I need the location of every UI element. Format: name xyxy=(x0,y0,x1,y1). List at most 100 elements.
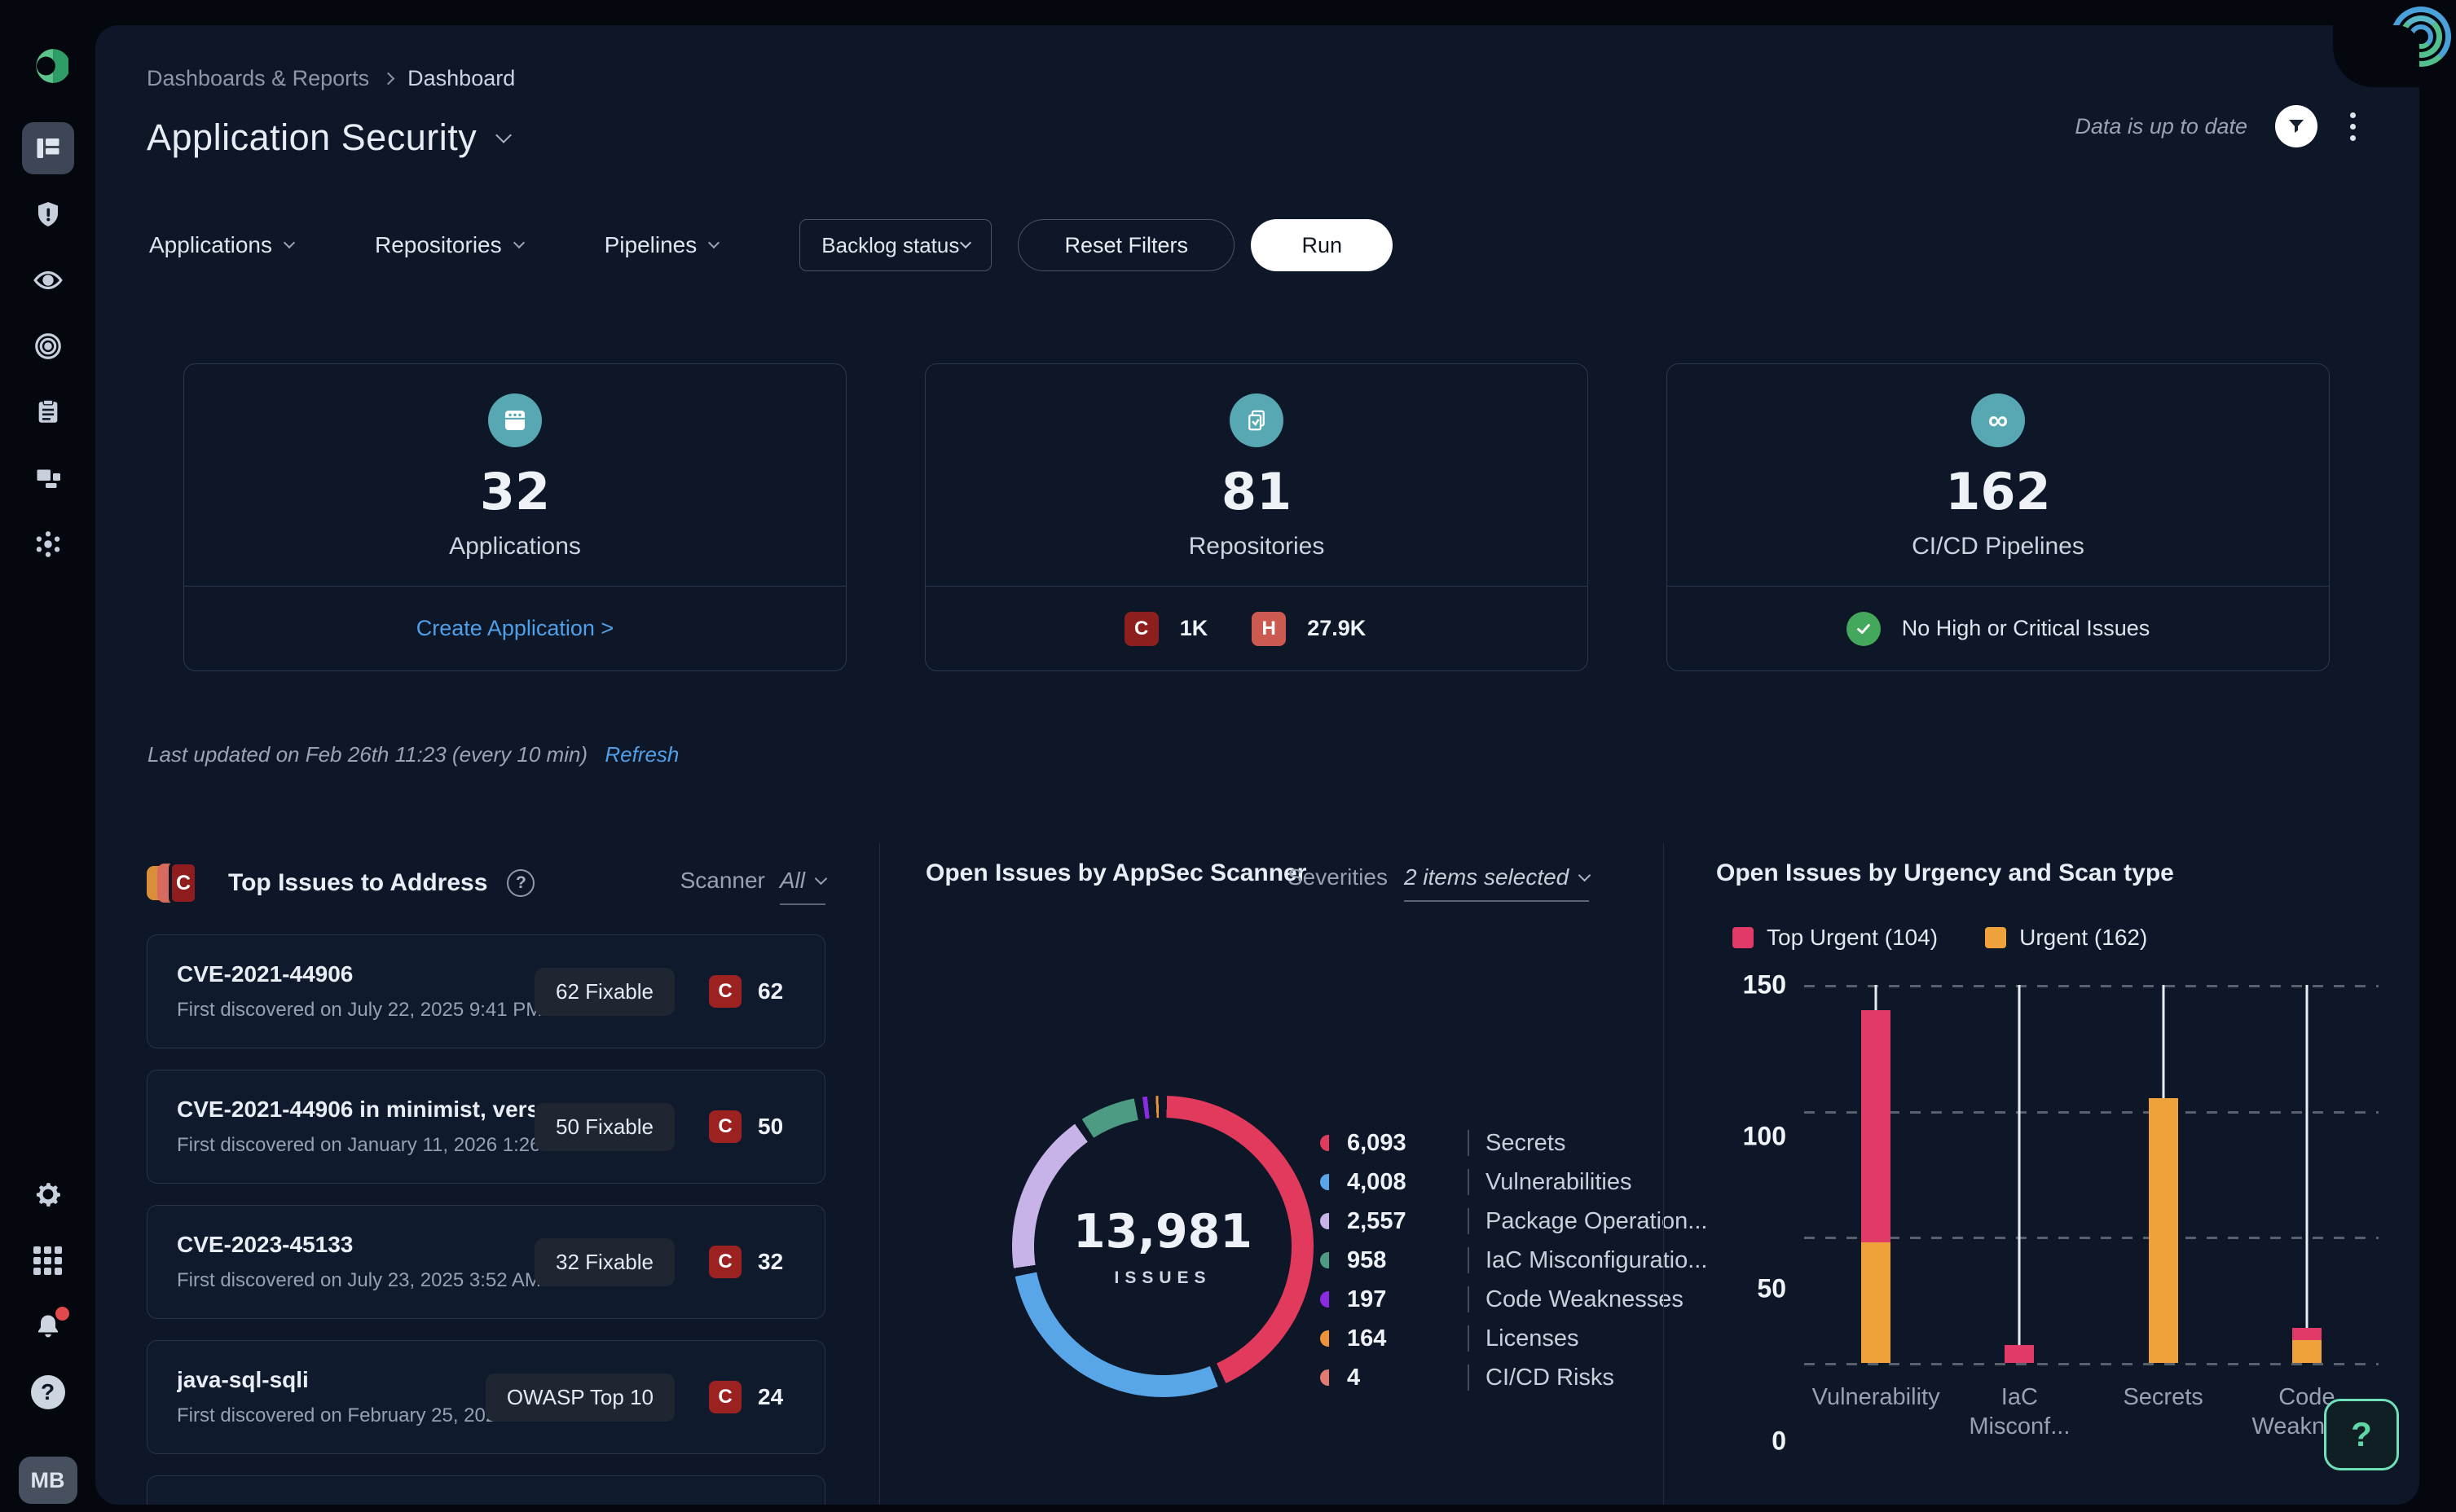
filter-button[interactable] xyxy=(2275,105,2317,147)
critical-count: 1K xyxy=(1179,616,1208,640)
help-tooltip-icon[interactable]: ? xyxy=(507,869,535,897)
refresh-link[interactable]: Refresh xyxy=(605,742,680,767)
legend-item[interactable]: 4,008 Vulnerabilities xyxy=(1320,1163,1707,1202)
gear-icon xyxy=(36,1183,60,1207)
applications-count: 32 xyxy=(479,462,551,521)
breadcrumb: Dashboards & Reports Dashboard xyxy=(147,66,515,91)
page-title: Application Security xyxy=(147,116,478,158)
donut-chart[interactable]: 13,981 ISSUES xyxy=(1012,1096,1314,1397)
sidebar-item-notifications[interactable] xyxy=(22,1300,74,1352)
checkmarx-logo[interactable] xyxy=(28,46,68,86)
sidebar-item-apps[interactable] xyxy=(22,1234,74,1286)
hive-star-icon xyxy=(36,531,59,557)
bar-iac-misconfiguration[interactable] xyxy=(1948,985,2091,1363)
dashboard-icon xyxy=(37,138,59,158)
severity-badge: C xyxy=(709,1110,742,1143)
sidebar-item-dashboards[interactable] xyxy=(21,122,74,174)
pipelines-filter-dropdown[interactable]: Pipelines xyxy=(605,232,720,258)
breadcrumb-current: Dashboard xyxy=(407,66,516,90)
sidebar-item-observability[interactable] xyxy=(22,254,74,306)
chevron-right-icon xyxy=(381,72,395,86)
breadcrumb-parent[interactable]: Dashboards & Reports xyxy=(147,66,370,90)
x-label: IaC Misconf... xyxy=(1969,1384,2071,1440)
last-updated-text: Last updated on Feb 26th 11:23 (every 10… xyxy=(147,742,588,767)
high-count: 27.9K xyxy=(1307,616,1367,640)
donut-title: Open Issues by AppSec Scanner xyxy=(926,859,1307,886)
legend-urgent[interactable]: Urgent (162) xyxy=(1985,925,2147,951)
clipboard-icon xyxy=(38,399,57,423)
issue-list: CVE-2021-44906 First discovered on July … xyxy=(147,934,825,1505)
urgency-bar-chart[interactable]: 150 100 50 0 Vulnerability xyxy=(1716,970,2387,1456)
issue-row[interactable]: java-sql-sqli First discovered on Februa… xyxy=(147,1340,825,1454)
chevron-down-icon xyxy=(513,236,525,249)
sidebar: ? MB xyxy=(0,0,95,1512)
high-badge: H xyxy=(1252,611,1287,646)
chevron-down-icon xyxy=(283,236,296,249)
donut-legend: 6,093 Secrets 4,008 Vulnerabilities 2,557 P… xyxy=(1320,1123,1707,1397)
scanner-value[interactable]: All xyxy=(779,868,828,905)
issue-row[interactable]: CVE-2023-45133 First discovered on July … xyxy=(147,1205,825,1319)
plot-area: Vulnerability IaC Misconf... Secrets Cod… xyxy=(1804,985,2379,1439)
urgency-legend: Top Urgent (104) Urgent (162) xyxy=(1732,925,2387,951)
y-tick: 150 xyxy=(1742,969,1786,1000)
severities-value[interactable]: 2 items selected xyxy=(1403,864,1591,902)
chevron-down-icon xyxy=(814,872,828,885)
x-label: Secrets xyxy=(2123,1384,2203,1410)
user-avatar[interactable]: MB xyxy=(18,1457,77,1504)
legend-item[interactable]: 958 IaC Misconfiguratio... xyxy=(1320,1241,1707,1280)
bar-vulnerability[interactable] xyxy=(1804,985,1948,1363)
donut-center: 13,981 ISSUES xyxy=(1073,1205,1252,1287)
y-tick: 100 xyxy=(1742,1121,1786,1151)
backlog-status-select[interactable]: Backlog status xyxy=(799,219,993,271)
severity-badge: C xyxy=(709,1246,742,1278)
sidebar-item-reports[interactable] xyxy=(22,386,74,438)
kebab-menu-icon[interactable] xyxy=(2345,108,2361,146)
pipelines-status-text: No High or Critical Issues xyxy=(1901,616,2150,640)
legend-top-urgent[interactable]: Top Urgent (104) xyxy=(1732,925,1938,951)
legend-item[interactable]: 6,093 Secrets xyxy=(1320,1123,1707,1163)
legend-item[interactable]: 2,557 Package Operation... xyxy=(1320,1202,1707,1241)
issue-row[interactable]: CVE-2021-44906 in minimist, version:... … xyxy=(147,1070,825,1184)
create-application-link[interactable]: Create Application > xyxy=(416,616,614,640)
pipelines-label: CI/CD Pipelines xyxy=(1912,533,2084,560)
run-button[interactable]: Run xyxy=(1251,219,1393,271)
severity-stack-icon: C xyxy=(147,859,209,907)
dashboard-panel: Dashboards & Reports Dashboard Applicati… xyxy=(95,25,2419,1505)
reset-filters-button[interactable]: Reset Filters xyxy=(1018,219,1235,271)
severity-badge: C xyxy=(709,975,742,1008)
legend-item[interactable]: 197 Code Weaknesses xyxy=(1320,1280,1707,1319)
chevron-down-icon xyxy=(960,236,972,249)
scanner-filter[interactable]: Scanner All xyxy=(680,868,828,905)
issue-row[interactable]: CVE-2021-44906 First discovered on July … xyxy=(147,934,825,1048)
severities-filter[interactable]: Severities 2 items selected xyxy=(1287,864,1591,902)
data-status-text: Data is up to date xyxy=(2075,113,2247,138)
y-tick: 0 xyxy=(1772,1426,1786,1456)
sidebar-item-services[interactable] xyxy=(22,518,74,570)
top-issues-title: Top Issues to Address xyxy=(228,869,488,896)
sidebar-item-help[interactable]: ? xyxy=(22,1366,74,1418)
fixable-tag: 32 Fixable xyxy=(535,1237,675,1286)
legend-item[interactable]: 164 Licenses xyxy=(1320,1319,1707,1358)
y-tick: 50 xyxy=(1757,1273,1786,1303)
sidebar-item-projects[interactable] xyxy=(22,452,74,504)
chevron-down-icon xyxy=(708,236,720,249)
repositories-filter-dropdown[interactable]: Repositories xyxy=(375,232,525,258)
x-label: Vulnerability xyxy=(1811,1384,1940,1410)
eye-icon xyxy=(33,270,63,290)
sidebar-item-settings[interactable] xyxy=(22,1168,74,1220)
sidebar-item-risk[interactable] xyxy=(22,188,74,240)
title-chevron-down-icon[interactable] xyxy=(495,127,513,143)
notification-dot xyxy=(55,1307,69,1321)
bar-secrets[interactable] xyxy=(2092,985,2235,1363)
issue-row[interactable]: formatted-sql-string-deepsemgrep xyxy=(147,1475,825,1505)
applications-filter-dropdown[interactable]: Applications xyxy=(149,232,296,258)
help-button[interactable]: ? xyxy=(2324,1399,2399,1470)
stat-cards-row: 32 Applications Create Application > 81 … xyxy=(183,363,2330,671)
status-row: Data is up to date xyxy=(2075,105,2361,147)
legend-item[interactable]: 4 CI/CD Risks xyxy=(1320,1358,1707,1397)
appsec-scanner-panel: Open Issues by AppSec Scanner Severities… xyxy=(879,843,1707,1505)
sidebar-item-target[interactable] xyxy=(22,320,74,372)
panel-corner-notch xyxy=(2333,25,2419,87)
scanner-label: Scanner xyxy=(680,868,765,893)
bar-code-weakness[interactable] xyxy=(2235,985,2379,1363)
